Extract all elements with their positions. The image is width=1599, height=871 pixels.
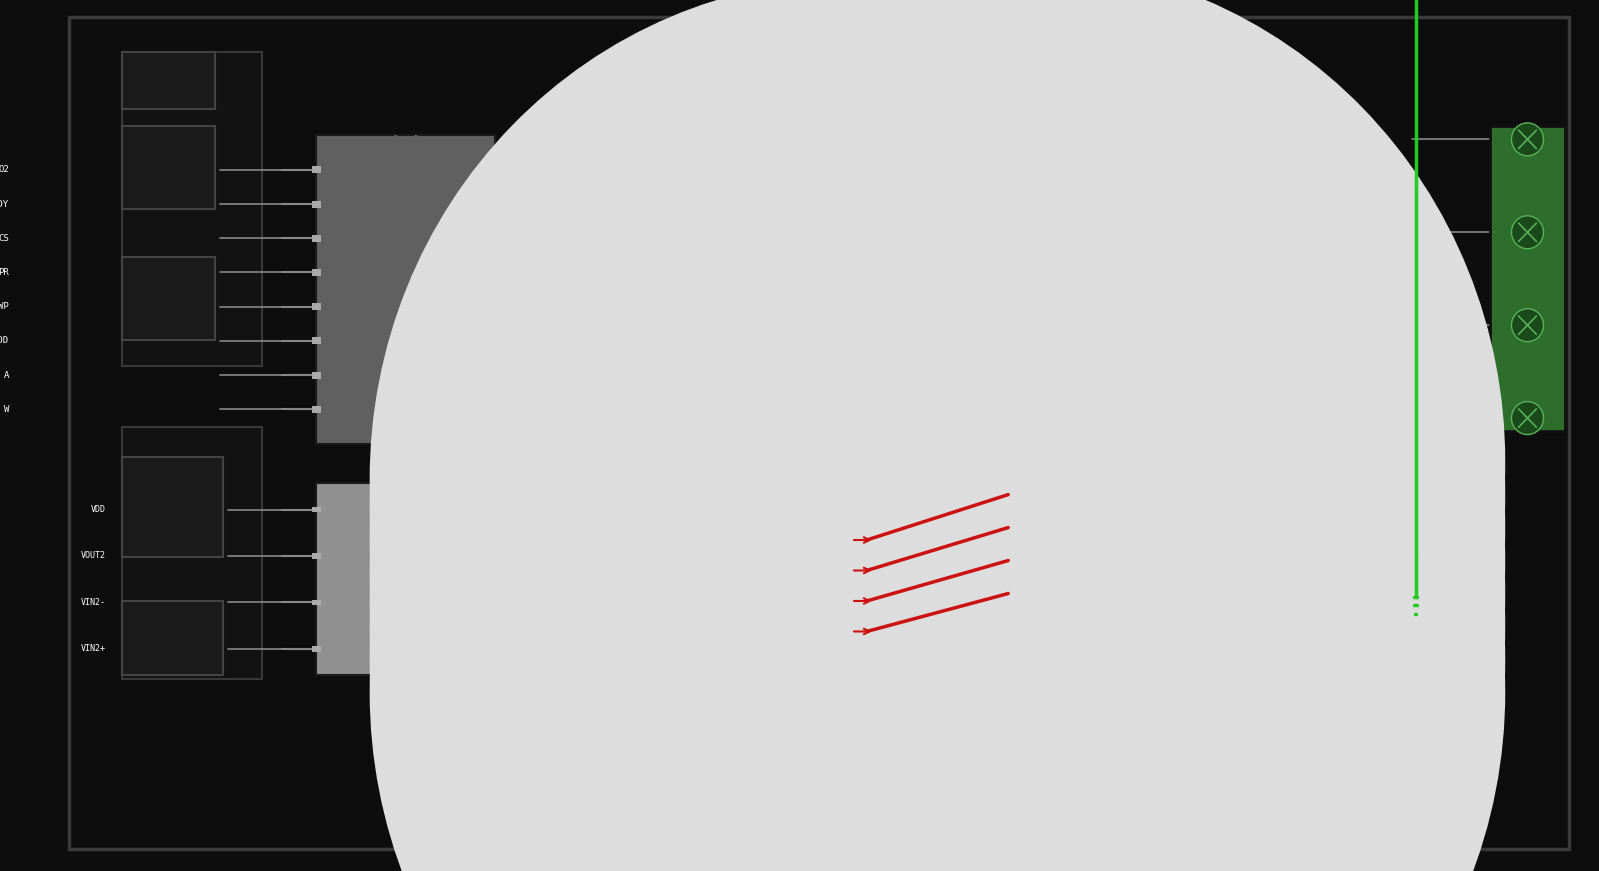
Bar bbox=[491, 600, 500, 605]
Text: VOUT1: VOUT1 bbox=[705, 505, 731, 514]
Bar bbox=[122, 257, 216, 340]
Bar bbox=[312, 235, 321, 242]
Text: PR: PR bbox=[0, 268, 10, 277]
Circle shape bbox=[369, 71, 1342, 871]
Bar bbox=[491, 406, 500, 413]
Text: VSS: VSS bbox=[705, 645, 720, 653]
Bar bbox=[491, 507, 500, 512]
Circle shape bbox=[369, 132, 1342, 871]
Circle shape bbox=[532, 93, 1505, 871]
Circle shape bbox=[532, 0, 1505, 871]
Text: VIN1-: VIN1- bbox=[705, 551, 731, 560]
Bar bbox=[312, 269, 321, 276]
Text: VIN2+: VIN2+ bbox=[82, 645, 106, 653]
Text: GND: GND bbox=[803, 302, 819, 311]
Bar bbox=[312, 303, 321, 310]
Circle shape bbox=[369, 101, 1342, 871]
Bar bbox=[491, 269, 500, 276]
Text: CS: CS bbox=[0, 233, 10, 243]
Bar bbox=[844, 462, 867, 710]
Text: VOUT2: VOUT2 bbox=[82, 551, 106, 560]
Text: WP: WP bbox=[0, 302, 10, 311]
Bar bbox=[491, 200, 500, 207]
Text: VSS: VSS bbox=[803, 336, 819, 346]
Bar bbox=[312, 646, 321, 652]
Bar bbox=[713, 427, 1273, 758]
Bar bbox=[312, 600, 321, 605]
Text: CLK: CLK bbox=[803, 199, 819, 208]
Circle shape bbox=[532, 126, 1505, 871]
Bar bbox=[312, 337, 321, 344]
Circle shape bbox=[1511, 123, 1543, 156]
Circle shape bbox=[369, 0, 1342, 871]
Text: VIN1+: VIN1+ bbox=[705, 598, 731, 607]
Text: VIN2-: VIN2- bbox=[82, 598, 106, 607]
Bar bbox=[312, 166, 321, 173]
Circle shape bbox=[532, 61, 1505, 871]
Text: SDO: SDO bbox=[803, 268, 819, 277]
Text: W: W bbox=[3, 405, 10, 414]
Bar bbox=[1490, 126, 1565, 431]
Bar bbox=[312, 200, 321, 207]
Text: B: B bbox=[803, 405, 807, 414]
Circle shape bbox=[532, 28, 1505, 871]
Bar bbox=[312, 372, 321, 379]
Bar bbox=[491, 337, 500, 344]
Text: VDD: VDD bbox=[91, 505, 106, 514]
Bar bbox=[713, 74, 1273, 396]
Circle shape bbox=[369, 40, 1342, 871]
Bar bbox=[122, 601, 222, 675]
Text: A: A bbox=[3, 371, 10, 380]
Circle shape bbox=[532, 159, 1505, 871]
Bar bbox=[1009, 444, 1030, 710]
Circle shape bbox=[532, 192, 1505, 871]
Bar bbox=[122, 427, 262, 679]
Circle shape bbox=[1511, 308, 1543, 341]
Bar bbox=[122, 457, 222, 557]
Circle shape bbox=[369, 192, 1342, 871]
Circle shape bbox=[369, 162, 1342, 871]
Bar bbox=[728, 39, 860, 96]
Bar bbox=[312, 553, 321, 558]
Text: T: T bbox=[803, 371, 807, 380]
Text: O2: O2 bbox=[0, 165, 10, 174]
Text: SDI: SDI bbox=[803, 233, 819, 243]
Bar bbox=[122, 126, 216, 209]
Bar bbox=[1273, 605, 1404, 671]
Bar bbox=[312, 406, 321, 413]
Bar bbox=[491, 372, 500, 379]
Circle shape bbox=[369, 10, 1342, 871]
Circle shape bbox=[1511, 402, 1543, 435]
Bar bbox=[491, 166, 500, 173]
Bar bbox=[491, 303, 500, 310]
Bar bbox=[491, 646, 500, 652]
Circle shape bbox=[1511, 216, 1543, 249]
Circle shape bbox=[532, 0, 1505, 871]
Text: O1: O1 bbox=[803, 165, 814, 174]
Bar bbox=[122, 52, 262, 366]
Text: VDD: VDD bbox=[0, 336, 10, 346]
Bar bbox=[317, 483, 496, 675]
Bar bbox=[491, 235, 500, 242]
Bar bbox=[977, 39, 1124, 96]
Bar bbox=[317, 135, 496, 444]
Bar bbox=[491, 553, 500, 558]
Text: RDY: RDY bbox=[0, 199, 10, 208]
Bar bbox=[312, 507, 321, 512]
Bar bbox=[122, 52, 216, 109]
